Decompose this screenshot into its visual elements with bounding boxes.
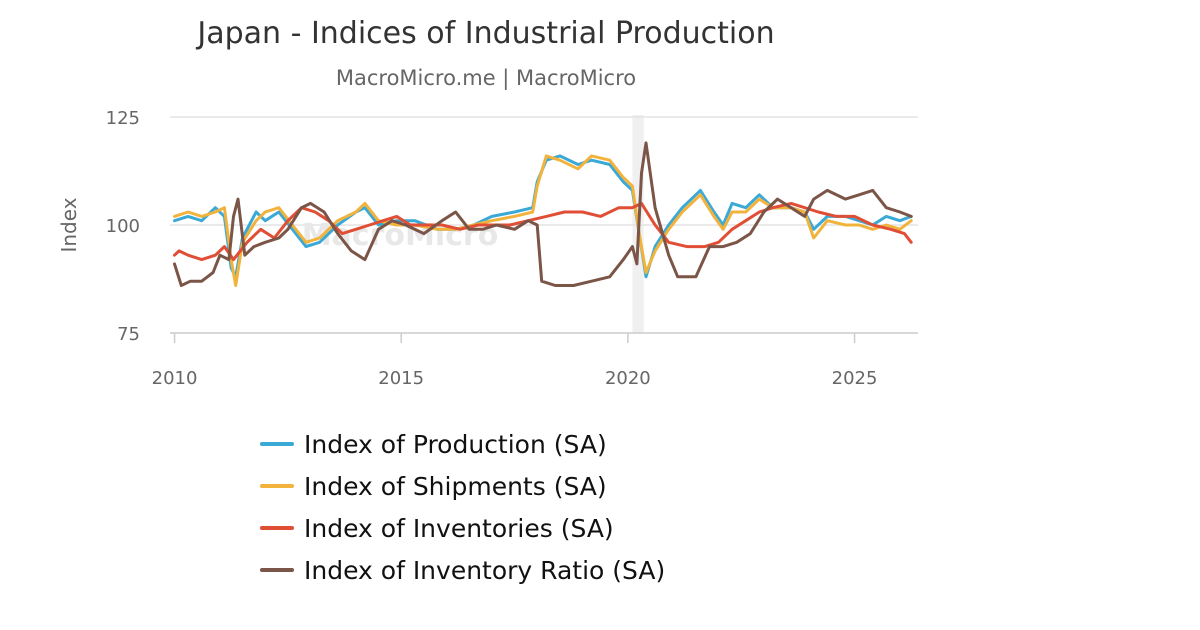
series-lines (173, 141, 913, 287)
legend-label: Index of Shipments (SA) (304, 472, 607, 501)
legend-item[interactable]: Index of Inventory Ratio (SA) (260, 556, 665, 585)
x-axis: 2010 2015 2020 2025 (152, 333, 878, 389)
legend-label: Index of Inventories (SA) (304, 514, 614, 543)
grid-lines (170, 116, 918, 226)
y-axis-title: Index (57, 197, 81, 252)
series-line-4 (173, 141, 913, 287)
legend: Index of Production (SA) Index of Shipmen… (260, 430, 665, 585)
legend-item[interactable]: Index of Inventories (SA) (260, 514, 614, 543)
chart-subtitle: MacroMicro.me | MacroMicro (336, 66, 636, 91)
x-tick-label: 2015 (378, 368, 424, 389)
y-tick-label: 75 (117, 324, 140, 345)
y-tick-label: 125 (106, 108, 140, 129)
legend-label: Index of Production (SA) (304, 430, 607, 459)
series-line-2 (173, 154, 913, 287)
x-tick-label: 2025 (832, 368, 878, 389)
legend-label: Index of Inventory Ratio (SA) (304, 556, 665, 585)
x-tick-label: 2010 (152, 368, 198, 389)
x-tick-label: 2020 (605, 368, 651, 389)
chart-title: Japan - Indices of Industrial Production (195, 16, 774, 51)
y-axis: 75 100 125 (106, 108, 140, 345)
series-line-3 (173, 201, 913, 262)
legend-item[interactable]: Index of Production (SA) (260, 430, 607, 459)
legend-item[interactable]: Index of Shipments (SA) (260, 472, 607, 501)
y-tick-label: 100 (106, 216, 140, 237)
